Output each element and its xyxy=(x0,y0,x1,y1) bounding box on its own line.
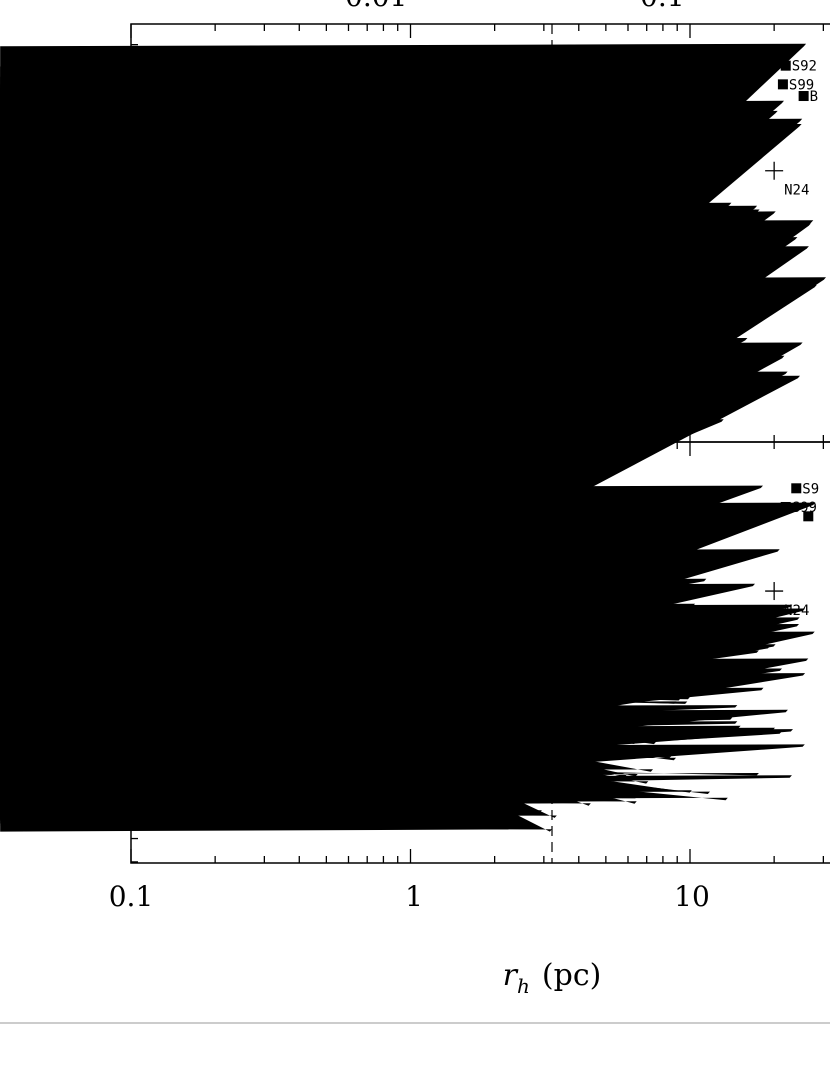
named-cluster-label: S92 xyxy=(792,59,817,75)
named-cluster-square xyxy=(780,60,791,71)
named-cluster-label: ωCen xyxy=(646,98,680,114)
top-y-tick-label: 24 xyxy=(86,239,122,272)
data-point xyxy=(0,557,558,716)
bottom-scatter-points xyxy=(0,147,816,832)
data-point xyxy=(0,648,649,784)
named-cluster-label: B xyxy=(810,89,818,105)
top-y-tick-label: 22 xyxy=(86,146,122,179)
named-cluster-label: S99 xyxy=(789,77,814,93)
top-y-tick-label: 20 xyxy=(86,52,122,85)
named-cluster-triangle xyxy=(630,130,645,143)
named-cluster-label: G1 xyxy=(518,72,535,88)
named-cluster-triangle xyxy=(544,88,559,101)
named-cluster-label: N24 xyxy=(784,183,809,199)
named-cluster-triangle xyxy=(652,116,668,129)
top-cut-label-right: 0.1 xyxy=(640,0,685,13)
named-cluster-label: M54 xyxy=(590,120,615,136)
named-cluster-square xyxy=(798,91,809,102)
data-point xyxy=(0,437,438,542)
named-cluster-square xyxy=(777,79,788,90)
top-cut-label-left: 0.01 xyxy=(345,0,407,13)
bottom-panel: 20 22 24 26 z(mag) 0.1 1 10 rh (pc) G1M54… xyxy=(0,147,830,998)
data-point xyxy=(0,517,518,632)
data-point xyxy=(0,575,576,597)
